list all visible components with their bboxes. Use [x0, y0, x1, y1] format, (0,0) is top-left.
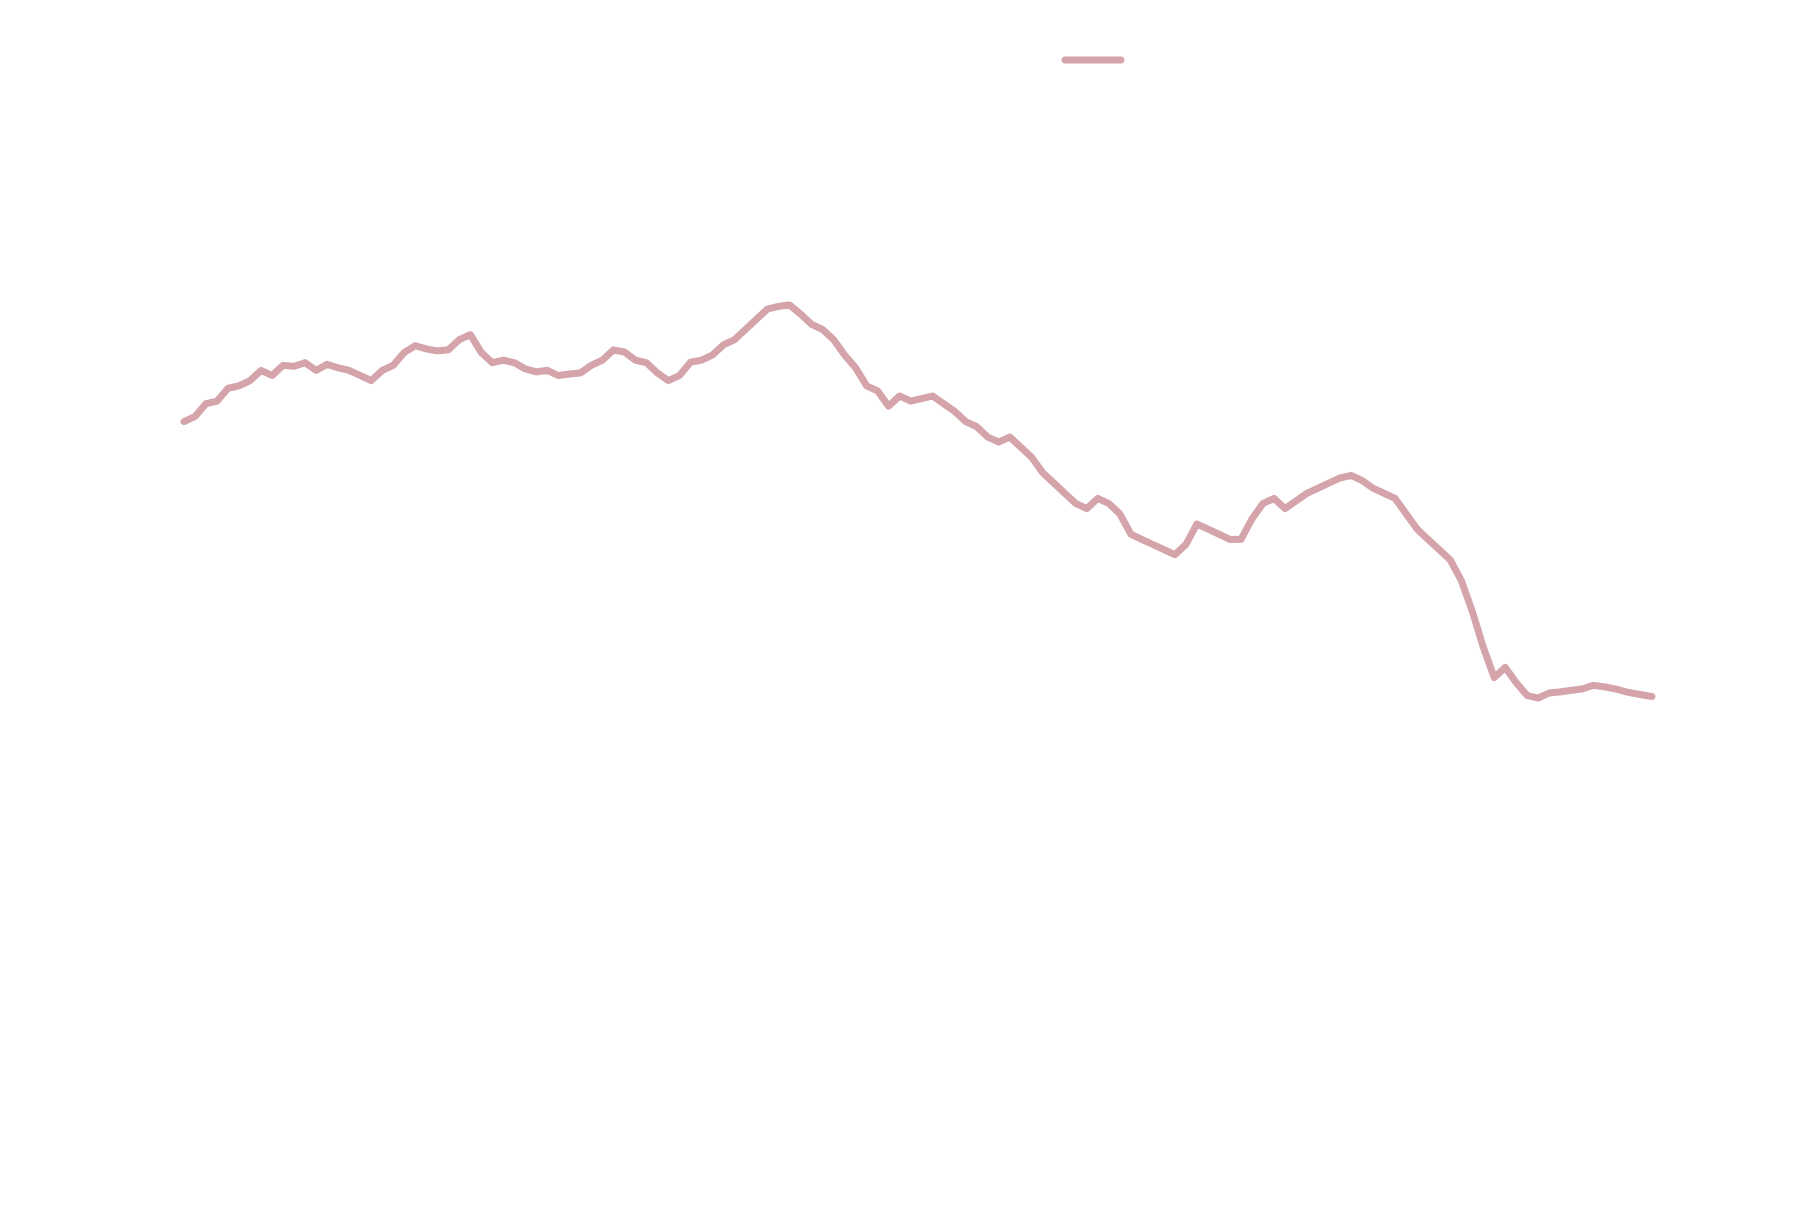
series-line-1: [180, 301, 1656, 702]
plot-region: [180, 301, 1656, 702]
